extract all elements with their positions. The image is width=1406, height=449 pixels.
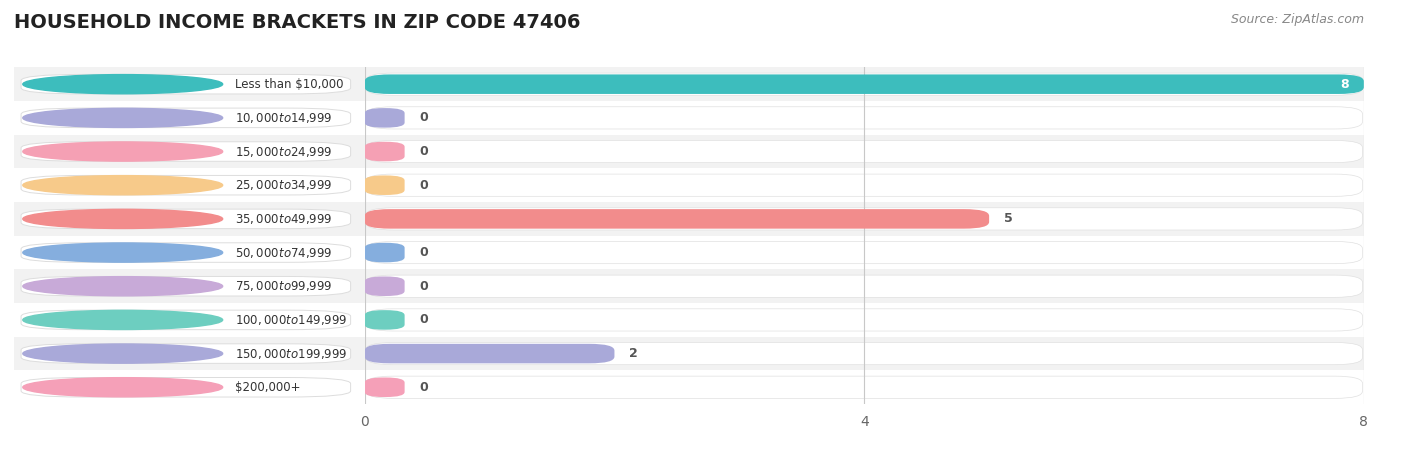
FancyBboxPatch shape (366, 242, 1362, 264)
FancyBboxPatch shape (364, 142, 405, 161)
FancyBboxPatch shape (21, 75, 350, 94)
FancyBboxPatch shape (21, 344, 350, 363)
Text: Less than $10,000: Less than $10,000 (235, 78, 343, 91)
FancyBboxPatch shape (366, 208, 1362, 230)
FancyBboxPatch shape (21, 209, 350, 229)
FancyBboxPatch shape (21, 176, 350, 195)
Circle shape (22, 277, 222, 296)
Bar (364, 236, 1364, 269)
FancyBboxPatch shape (364, 344, 614, 363)
FancyBboxPatch shape (366, 309, 1362, 331)
Circle shape (22, 108, 222, 128)
Circle shape (22, 142, 222, 161)
Circle shape (22, 75, 222, 94)
FancyBboxPatch shape (364, 75, 1364, 94)
Circle shape (22, 378, 222, 397)
Text: 8: 8 (1340, 78, 1348, 91)
Bar (364, 370, 1364, 404)
FancyBboxPatch shape (366, 376, 1362, 398)
Circle shape (22, 310, 222, 330)
Text: Source: ZipAtlas.com: Source: ZipAtlas.com (1230, 13, 1364, 26)
Text: 0: 0 (419, 313, 429, 326)
Text: $75,000 to $99,999: $75,000 to $99,999 (235, 279, 332, 293)
Text: 0: 0 (419, 246, 429, 259)
Text: 5: 5 (1004, 212, 1012, 225)
Bar (364, 168, 1364, 202)
Bar (364, 135, 1364, 168)
FancyBboxPatch shape (364, 277, 405, 296)
Text: 2: 2 (630, 347, 638, 360)
FancyBboxPatch shape (21, 277, 350, 296)
FancyBboxPatch shape (364, 209, 990, 229)
Bar (14, 168, 364, 202)
Text: 0: 0 (419, 280, 429, 293)
Bar (364, 67, 1364, 101)
Text: $150,000 to $199,999: $150,000 to $199,999 (235, 347, 347, 361)
Bar (14, 202, 364, 236)
FancyBboxPatch shape (364, 176, 405, 195)
Bar (14, 337, 364, 370)
FancyBboxPatch shape (364, 310, 405, 330)
FancyBboxPatch shape (21, 142, 350, 161)
Circle shape (22, 176, 222, 195)
FancyBboxPatch shape (364, 378, 405, 397)
Bar (364, 269, 1364, 303)
FancyBboxPatch shape (366, 141, 1362, 163)
Bar (364, 337, 1364, 370)
Bar (364, 303, 1364, 337)
FancyBboxPatch shape (21, 243, 350, 262)
FancyBboxPatch shape (21, 108, 350, 128)
Bar (364, 202, 1364, 236)
Circle shape (22, 243, 222, 262)
Text: $200,000+: $200,000+ (235, 381, 301, 394)
Bar (14, 269, 364, 303)
Circle shape (22, 344, 222, 363)
FancyBboxPatch shape (366, 73, 1362, 95)
Bar (14, 67, 364, 101)
FancyBboxPatch shape (366, 107, 1362, 129)
Bar (14, 101, 364, 135)
FancyBboxPatch shape (21, 310, 350, 330)
Text: $10,000 to $14,999: $10,000 to $14,999 (235, 111, 332, 125)
Text: 0: 0 (419, 179, 429, 192)
Text: HOUSEHOLD INCOME BRACKETS IN ZIP CODE 47406: HOUSEHOLD INCOME BRACKETS IN ZIP CODE 47… (14, 13, 581, 32)
FancyBboxPatch shape (364, 108, 405, 128)
FancyBboxPatch shape (366, 174, 1362, 196)
Bar (14, 236, 364, 269)
Bar (14, 303, 364, 337)
Text: $25,000 to $34,999: $25,000 to $34,999 (235, 178, 332, 192)
Bar (364, 101, 1364, 135)
Text: $100,000 to $149,999: $100,000 to $149,999 (235, 313, 347, 327)
FancyBboxPatch shape (366, 275, 1362, 297)
Text: 0: 0 (419, 381, 429, 394)
Text: $15,000 to $24,999: $15,000 to $24,999 (235, 145, 332, 158)
FancyBboxPatch shape (364, 243, 405, 262)
Text: $50,000 to $74,999: $50,000 to $74,999 (235, 246, 332, 260)
Text: 0: 0 (419, 111, 429, 124)
FancyBboxPatch shape (21, 378, 350, 397)
Bar (14, 135, 364, 168)
FancyBboxPatch shape (366, 343, 1362, 365)
Circle shape (22, 209, 222, 229)
Text: $35,000 to $49,999: $35,000 to $49,999 (235, 212, 332, 226)
Bar (14, 370, 364, 404)
Text: 0: 0 (419, 145, 429, 158)
